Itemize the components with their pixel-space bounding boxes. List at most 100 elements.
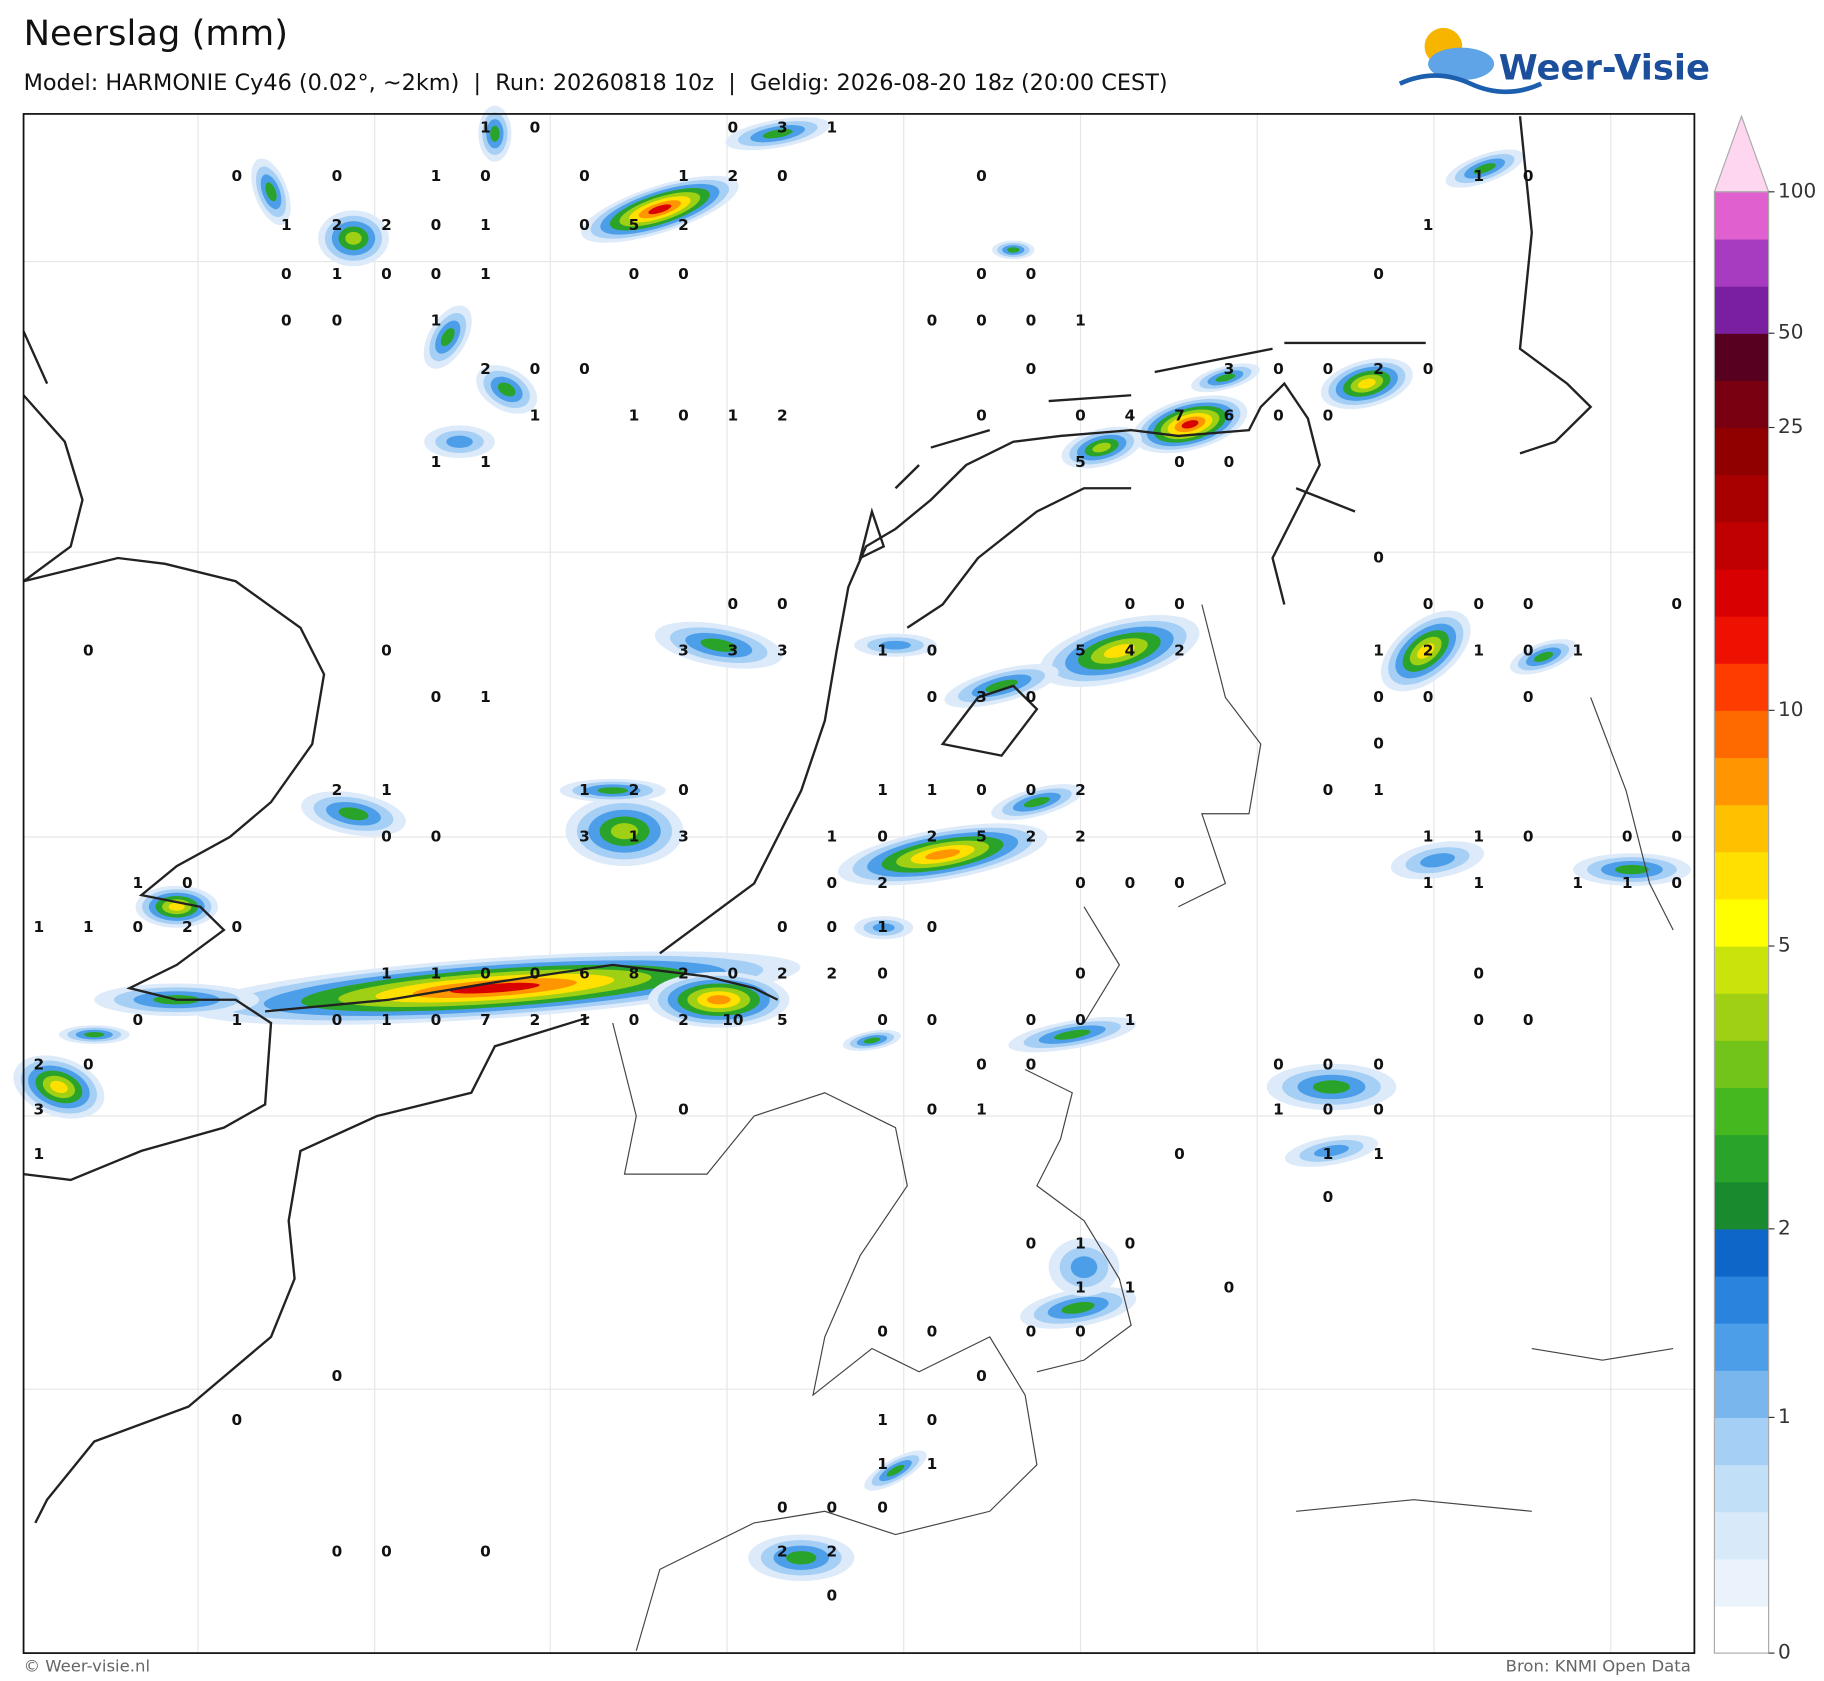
rain-cell <box>648 204 672 215</box>
point-value: 1 <box>431 965 442 983</box>
point-value: 0 <box>678 781 689 799</box>
point-value: 0 <box>1174 453 1185 471</box>
point-value: 2 <box>629 781 640 799</box>
point-value: 2 <box>34 1055 45 1073</box>
point-value: 1 <box>381 1011 392 1029</box>
colorbar-band <box>1714 238 1769 287</box>
colorbar-tick-label: 5 <box>1778 934 1791 957</box>
rain-cell <box>265 182 277 202</box>
point-value: 2 <box>480 360 491 378</box>
point-value: 1 <box>1423 828 1434 846</box>
point-value: 1 <box>381 781 392 799</box>
point-value: 1 <box>629 407 640 425</box>
point-value: 1 <box>827 118 838 136</box>
point-value: 1 <box>1373 781 1384 799</box>
rain-cell <box>700 638 738 652</box>
point-value: 1 <box>629 828 640 846</box>
point-value: 1 <box>877 781 888 799</box>
point-value: 0 <box>1671 874 1682 892</box>
colorbar-tick-label: 25 <box>1778 415 1803 438</box>
point-value: 3 <box>34 1101 45 1119</box>
point-value: 5 <box>629 216 640 234</box>
point-value: 0 <box>827 874 838 892</box>
point-value: 1 <box>1075 311 1086 329</box>
point-value: 4 <box>1125 407 1136 425</box>
point-value: 1 <box>678 167 689 185</box>
point-value: 1 <box>1572 642 1583 660</box>
point-value: 0 <box>133 918 144 936</box>
point-value: 1 <box>927 781 938 799</box>
point-value: 1 <box>1373 642 1384 660</box>
rain-cell <box>706 995 731 1005</box>
point-value: 0 <box>1373 1101 1384 1119</box>
point-value: 0 <box>133 1011 144 1029</box>
rain-cell <box>446 435 473 448</box>
point-value: 0 <box>678 1101 689 1119</box>
point-value: 0 <box>381 1543 392 1561</box>
point-value: 0 <box>678 265 689 283</box>
colorbar-band <box>1714 1323 1769 1371</box>
point-value: 0 <box>1224 1279 1235 1297</box>
rain-cell <box>1053 1029 1091 1040</box>
logo: Weer-Visie <box>1398 27 1710 95</box>
coastlines <box>22 116 1674 1651</box>
point-value: 0 <box>232 918 243 936</box>
point-value: 1 <box>1423 216 1434 234</box>
point-value: 1 <box>34 918 45 936</box>
colorbar-band <box>1714 804 1769 853</box>
colorbar-band <box>1714 1417 1769 1466</box>
colorbar-extend <box>1713 114 1770 193</box>
point-value: 0 <box>281 265 292 283</box>
rain-cell <box>1215 373 1236 382</box>
coast-england <box>22 330 326 1182</box>
point-value: 0 <box>381 828 392 846</box>
point-value: 0 <box>1523 167 1534 185</box>
colorbar-tick-label: 100 <box>1778 179 1816 202</box>
point-value: 0 <box>1125 874 1136 892</box>
point-value: 0 <box>1125 1234 1136 1252</box>
point-value: 0 <box>1273 407 1284 425</box>
rain-cell <box>1533 651 1554 662</box>
point-value: 3 <box>777 642 788 660</box>
point-value: 0 <box>530 118 541 136</box>
point-value: 10 <box>722 1011 743 1029</box>
point-value: 1 <box>530 407 541 425</box>
point-value: 2 <box>1373 360 1384 378</box>
colorbar-band <box>1714 946 1769 994</box>
point-value: 2 <box>1026 828 1037 846</box>
point-value: 2 <box>777 407 788 425</box>
point-value: 1 <box>431 167 442 185</box>
point-value: 0 <box>232 1411 243 1429</box>
point-value: 1 <box>332 265 343 283</box>
point-value: 0 <box>927 1323 938 1341</box>
colorbar-tick-label: 1 <box>1778 1405 1791 1428</box>
point-value: 1 <box>1473 828 1484 846</box>
point-value: 3 <box>976 688 987 706</box>
colorbar-band <box>1714 1605 1769 1654</box>
rain-cell <box>880 640 911 650</box>
point-value: 0 <box>1026 1323 1037 1341</box>
rain-cell <box>925 849 961 860</box>
rain-cell <box>338 807 369 821</box>
point-value: 3 <box>1224 360 1235 378</box>
point-value: 1 <box>1373 1145 1384 1163</box>
point-value: 1 <box>34 1145 45 1163</box>
point-value: 0 <box>1671 595 1682 613</box>
point-value: 2 <box>381 216 392 234</box>
point-value: 0 <box>1523 1011 1534 1029</box>
point-value: 0 <box>83 1055 94 1073</box>
colorbar-band <box>1714 286 1769 334</box>
point-value: 0 <box>1473 965 1484 983</box>
point-value: 0 <box>480 965 491 983</box>
point-value: 7 <box>480 1011 491 1029</box>
point-value: 0 <box>1026 1055 1037 1073</box>
colorbar-band <box>1714 1087 1769 1136</box>
point-value: 3 <box>728 642 739 660</box>
rain-cell <box>1061 1301 1095 1314</box>
coast-islands <box>858 341 1426 757</box>
point-value: 0 <box>381 265 392 283</box>
rain-cell <box>1181 420 1199 429</box>
map: 1 0 0 3 10 0 1 0 0 1 2 0 0 1 01 2 2 0 1 0 5 2 10 1 0 0 1 0 0 0 0 00 0 1 0 0… <box>13 105 1696 1654</box>
point-value: 3 <box>579 828 590 846</box>
colorbar-band <box>1714 1370 1769 1418</box>
